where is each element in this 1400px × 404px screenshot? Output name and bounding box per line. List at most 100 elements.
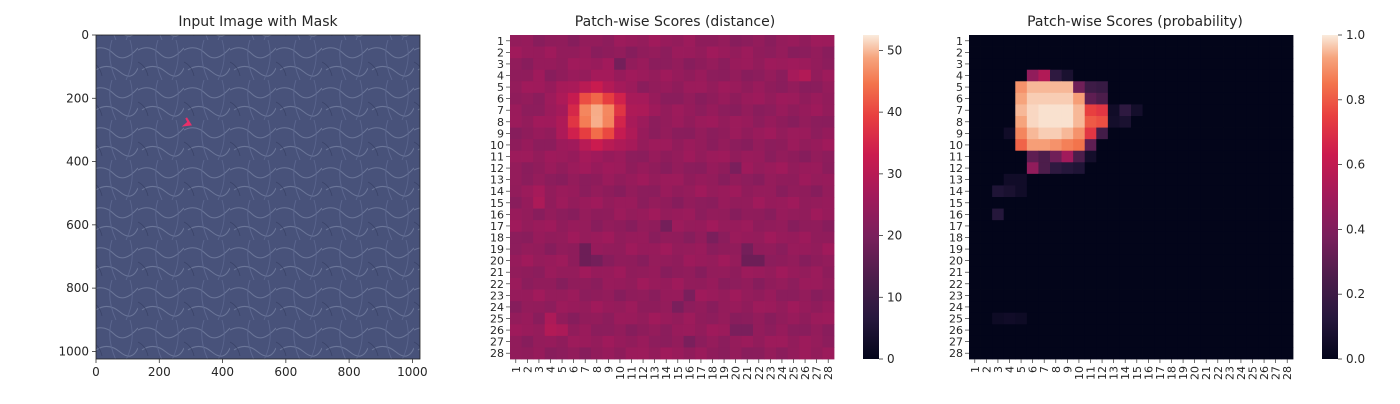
heatmap-cell — [787, 185, 800, 198]
x-tick-label: 7 — [1038, 366, 1051, 373]
heatmap-cell — [764, 231, 777, 244]
heatmap-cell — [1154, 266, 1167, 279]
heatmap-cell — [729, 208, 742, 221]
x-tick-label: 12 — [637, 366, 650, 380]
heatmap-cell — [1177, 312, 1190, 325]
heatmap-cell — [1038, 46, 1051, 59]
distance-heatmap-axes: 1122334455667788991010111112121313141415… — [490, 35, 835, 380]
heatmap-cell — [1188, 69, 1201, 82]
heatmap-cell — [591, 243, 603, 256]
heatmap-cell — [614, 278, 627, 290]
heatmap-cell — [1235, 81, 1248, 94]
heatmap-cell — [1050, 220, 1062, 233]
heatmap-cell — [521, 197, 534, 209]
heatmap-cell — [1188, 324, 1201, 337]
heatmap-cell — [567, 173, 580, 186]
heatmap-cell — [718, 139, 731, 152]
heatmap-cell — [1084, 220, 1097, 233]
heatmap-cell — [1026, 335, 1039, 348]
heatmap-cell — [579, 35, 592, 47]
heatmap-cell — [591, 347, 603, 360]
heatmap-cell — [1200, 81, 1213, 94]
heatmap-cell — [1223, 116, 1236, 128]
heatmap-cell — [1235, 46, 1248, 59]
heatmap-cell — [1015, 278, 1028, 290]
heatmap-cell — [1131, 324, 1143, 337]
heatmap-cell — [1119, 197, 1132, 209]
heatmap-cell — [1177, 185, 1190, 198]
heatmap-cell — [1107, 139, 1120, 152]
heatmap-cell — [1026, 162, 1039, 175]
heatmap-cell — [533, 139, 546, 152]
heatmap-cell — [969, 254, 981, 267]
heatmap-cell — [1131, 81, 1143, 94]
heatmap-cell — [1246, 127, 1259, 140]
heatmap-cell — [683, 92, 696, 105]
heatmap-cell — [776, 278, 789, 290]
heatmap-cell — [741, 197, 754, 209]
heatmap-cell — [591, 220, 603, 233]
heatmap-cell — [637, 312, 650, 325]
heatmap-cell — [992, 312, 1005, 325]
heatmap-cell — [625, 208, 638, 221]
defect-mask-region — [181, 117, 192, 127]
heatmap-cell — [579, 324, 592, 337]
heatmap-cell — [799, 58, 812, 71]
heatmap-cell — [1223, 266, 1236, 279]
heatmap-cell — [718, 278, 731, 290]
heatmap-cell — [1281, 127, 1294, 140]
heatmap-cell — [672, 208, 684, 221]
heatmap-cell — [706, 116, 719, 128]
heatmap-cell — [753, 335, 765, 348]
heatmap-cell — [729, 162, 742, 175]
heatmap-cell — [980, 185, 993, 198]
heatmap-cell — [718, 347, 731, 360]
heatmap-cell — [533, 231, 546, 244]
heatmap-cell — [1107, 162, 1120, 175]
heatmap-cell — [614, 35, 627, 47]
y-tick-label: 2 — [956, 46, 963, 59]
heatmap-cell — [1281, 220, 1294, 233]
heatmap-cell — [1177, 197, 1190, 209]
heatmap-cell — [533, 347, 546, 360]
heatmap-cell — [969, 289, 981, 302]
heatmap-cell — [1188, 208, 1201, 221]
heatmap-cell — [1003, 220, 1016, 233]
heatmap-cell — [1131, 312, 1143, 325]
heatmap-cell — [1003, 301, 1016, 314]
heatmap-cell — [1096, 116, 1109, 128]
heatmap-cell — [1258, 266, 1271, 279]
x-tick-label: 16 — [683, 366, 696, 380]
heatmap-cell — [799, 197, 812, 209]
heatmap-cell — [1281, 173, 1294, 186]
heatmap-cell — [1281, 46, 1294, 59]
heatmap-cell — [1061, 231, 1074, 244]
heatmap-cell — [602, 324, 615, 337]
heatmap-cell — [1269, 139, 1282, 152]
heatmap-cell — [1073, 139, 1086, 152]
heatmap-cell — [1050, 162, 1062, 175]
heatmap-cell — [1073, 266, 1086, 279]
heatmap-cell — [1269, 81, 1282, 94]
heatmap-cell — [1281, 69, 1294, 82]
heatmap-cell — [1073, 231, 1086, 244]
heatmap-cell — [799, 243, 812, 256]
heatmap-cell — [1131, 162, 1143, 175]
heatmap-cell — [764, 266, 777, 279]
heatmap-cell — [787, 92, 800, 105]
heatmap-cell — [980, 266, 993, 279]
heatmap-cell — [1073, 347, 1086, 360]
heatmap-cell — [567, 197, 580, 209]
heatmap-cell — [1154, 69, 1167, 82]
heatmap-cell — [1177, 231, 1190, 244]
heatmap-cell — [1038, 335, 1051, 348]
heatmap-cell — [637, 116, 650, 128]
heatmap-cell — [787, 324, 800, 337]
heatmap-cell — [567, 46, 580, 59]
heatmap-cell — [980, 92, 993, 105]
heatmap-cell — [799, 173, 812, 186]
heatmap-cell — [648, 220, 661, 233]
heatmap-cell — [969, 243, 981, 256]
heatmap-cell — [625, 104, 638, 117]
heatmap-cell — [1119, 116, 1132, 128]
